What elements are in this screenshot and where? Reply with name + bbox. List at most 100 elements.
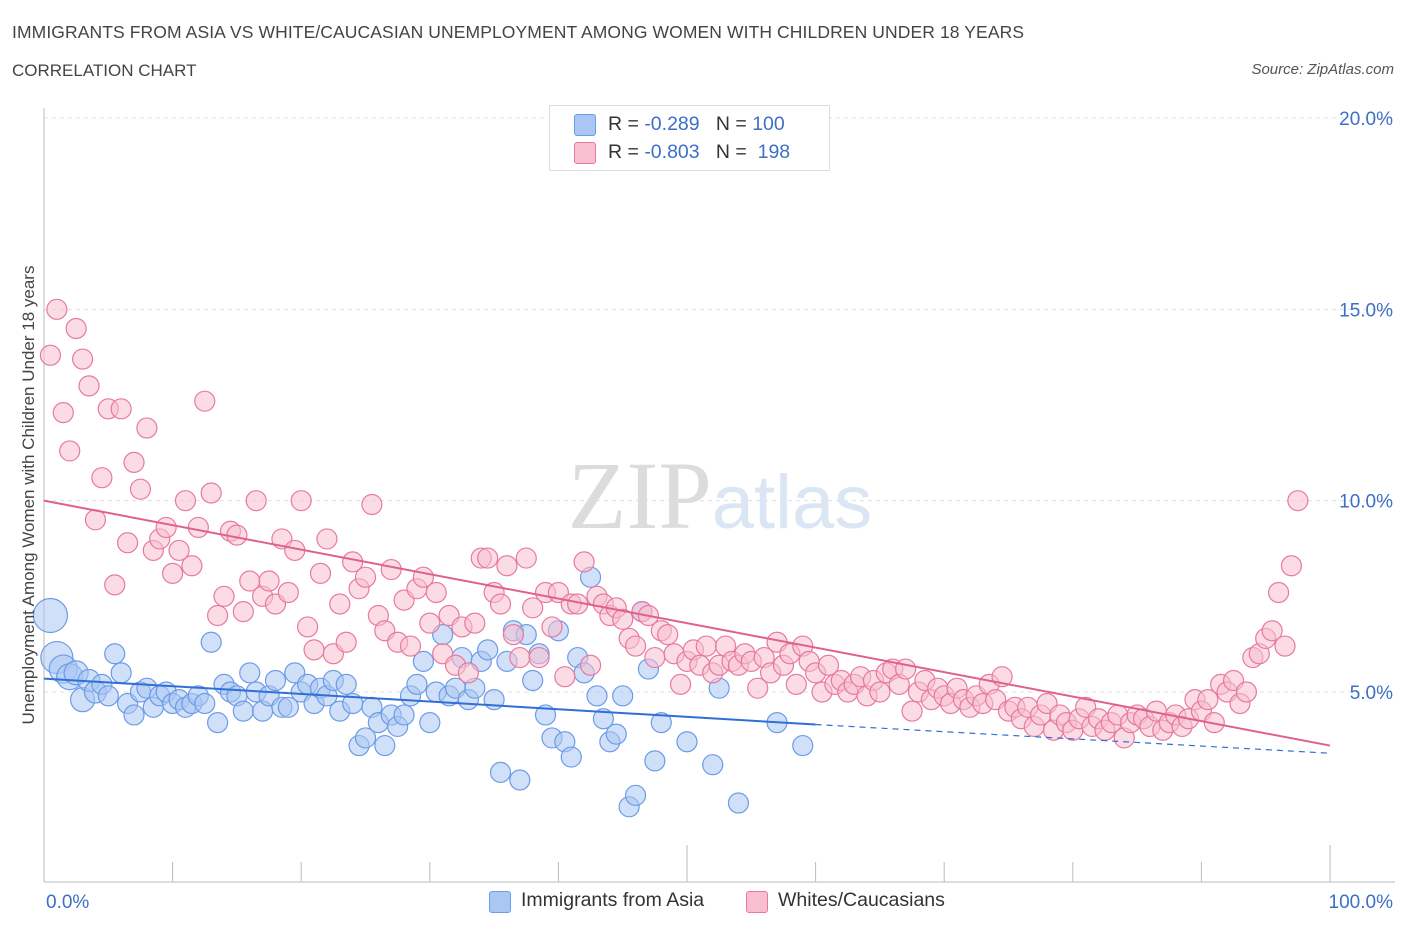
point-immigrants [104, 643, 126, 665]
legend-stats-immigrants: R = -0.289 N = 100 [608, 113, 785, 136]
trend-line-immigrants-extension [815, 723, 1331, 754]
point-whites [695, 635, 717, 657]
y-axis-label: Unemployment Among Women with Children U… [19, 266, 38, 725]
point-immigrants [97, 685, 119, 707]
y-tick-label: 15.0% [1339, 300, 1393, 321]
legend-r-value-immigrants: -0.289 [644, 113, 700, 135]
point-immigrants [200, 631, 222, 653]
point-whites [541, 616, 563, 638]
point-whites [496, 555, 518, 577]
point-immigrants [624, 784, 647, 806]
bottom-legend-swatch-immigrants [489, 891, 511, 913]
watermark-zip: ZIP [568, 442, 712, 549]
point-whites [573, 551, 595, 573]
trend-line-immigrants [43, 677, 816, 726]
point-whites [669, 673, 692, 695]
point-whites [162, 562, 184, 584]
point-whites [129, 478, 152, 500]
point-whites [1235, 681, 1258, 703]
point-whites [59, 440, 81, 462]
bottom-legend-label-whites: Whites/Caucasians [778, 889, 945, 911]
point-whites [181, 555, 203, 577]
point-whites [200, 482, 222, 504]
point-immigrants [232, 700, 254, 722]
point-whites [477, 547, 499, 569]
point-immigrants [264, 669, 287, 692]
point-whites [1197, 689, 1219, 711]
stats-legend: R = -0.289 N = 100 R = -0.803 N = 198 [549, 105, 830, 171]
point-immigrants [374, 734, 396, 757]
point-whites [502, 623, 524, 646]
point-whites [104, 574, 126, 596]
point-whites [354, 566, 377, 588]
point-immigrants [277, 696, 299, 718]
legend-n-label: N = [715, 113, 747, 135]
point-whites [361, 493, 383, 516]
trend-line-whites [43, 499, 1331, 747]
watermark-atlas: atlas [712, 460, 873, 545]
point-whites [245, 490, 267, 512]
point-whites [335, 631, 357, 653]
point-whites [39, 344, 62, 366]
point-whites [509, 646, 531, 669]
point-whites [123, 451, 145, 473]
point-immigrants [32, 597, 69, 634]
legend-swatch-immigrants [574, 114, 596, 136]
point-whites [1287, 490, 1309, 512]
point-whites [329, 593, 351, 615]
point-whites [612, 608, 634, 630]
point-immigrants [650, 712, 672, 734]
x-tick-label: 100.0% [1329, 892, 1394, 913]
point-whites [457, 662, 479, 684]
legend-r-value-whites: -0.803 [644, 141, 700, 163]
point-whites [91, 467, 113, 489]
point-immigrants [586, 685, 608, 707]
point-whites [399, 635, 422, 657]
chart-title: IMMIGRANTS FROM ASIA VS WHITE/CAUCASIAN … [12, 22, 1025, 42]
legend-swatch-whites [574, 142, 596, 164]
point-whites [380, 558, 402, 581]
point-immigrants [419, 712, 441, 734]
y-tick-label: 20.0% [1339, 109, 1393, 130]
point-whites [309, 562, 332, 584]
point-whites [297, 616, 319, 638]
point-whites [1280, 555, 1303, 577]
point-whites [657, 623, 679, 646]
point-whites [869, 681, 891, 703]
point-whites [747, 677, 769, 699]
point-whites [168, 539, 190, 562]
legend-n-value-whites: 198 [757, 141, 791, 163]
point-immigrants [560, 746, 582, 768]
point-whites [187, 516, 209, 539]
point-whites [1261, 620, 1283, 642]
point-immigrants [194, 692, 216, 715]
x-tick-label: 0.0% [46, 892, 89, 913]
point-whites [65, 317, 87, 340]
point-immigrants [534, 704, 557, 726]
point-whites [579, 654, 602, 676]
point-immigrants [644, 750, 666, 772]
point-whites [52, 402, 74, 424]
y-tick-label: 10.0% [1339, 492, 1393, 513]
point-whites [464, 612, 486, 634]
point-whites [277, 581, 299, 604]
point-whites [522, 597, 544, 619]
point-whites [1267, 581, 1290, 604]
point-whites [785, 673, 807, 695]
point-immigrants [354, 727, 377, 749]
point-whites [624, 635, 647, 657]
axes [43, 108, 1395, 883]
legend-n-value-immigrants: 100 [752, 113, 785, 135]
point-immigrants [592, 708, 615, 730]
point-whites [46, 298, 68, 320]
chart-subtitle: CORRELATION CHART [12, 61, 197, 80]
point-whites [528, 646, 550, 669]
point-whites [232, 601, 254, 623]
point-immigrants [792, 734, 814, 757]
bottom-legend-swatch-whites [746, 891, 768, 913]
point-immigrants [123, 704, 145, 726]
point-whites [554, 666, 576, 688]
point-whites [78, 375, 100, 397]
point-whites [425, 581, 447, 604]
legend-r-label: R = [608, 141, 639, 163]
